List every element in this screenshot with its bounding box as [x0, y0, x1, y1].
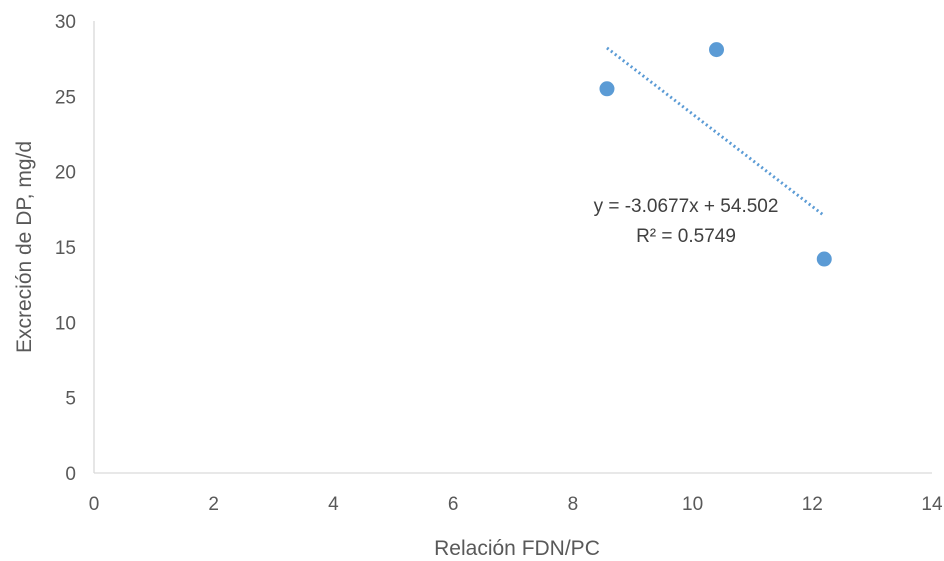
trendline-equation: y = -3.0677x + 54.502: [594, 196, 779, 217]
trendline-r-squared: R² = 0.5749: [636, 226, 736, 247]
trendline-group: [606, 46, 826, 217]
x-tick-label: 2: [208, 494, 219, 515]
y-tick-label: 5: [65, 389, 76, 410]
x-tick-label: 0: [89, 494, 100, 515]
y-tick-label: 20: [55, 163, 76, 184]
x-tick-label: 12: [802, 494, 823, 515]
y-tick-label: 25: [55, 87, 76, 108]
x-tick-label: 4: [328, 494, 339, 515]
x-tick-label: 10: [682, 494, 703, 515]
annotations: y = -3.0677x + 54.502 R² = 0.5749: [594, 196, 779, 247]
data-point: [816, 251, 832, 267]
data-points: [599, 42, 832, 267]
tick-labels: 0 2 4 6 8 10 12 14 0 5 10 15 20 25 30: [55, 12, 943, 515]
data-point: [599, 81, 615, 97]
data-point: [709, 42, 725, 58]
y-tick-label: 15: [55, 238, 76, 259]
x-axis-title: Relación FDN/PC: [434, 537, 600, 560]
x-tick-label: 14: [921, 494, 943, 515]
y-tick-label: 30: [55, 12, 76, 33]
y-axis-title: Excreción de DP, mg/d: [13, 141, 36, 353]
x-tick-label: 8: [568, 494, 579, 515]
trendline: [606, 46, 826, 217]
x-tick-label: 6: [448, 494, 459, 515]
y-tick-label: 0: [65, 464, 76, 485]
y-tick-label: 10: [55, 313, 76, 334]
axes: [93, 21, 932, 474]
